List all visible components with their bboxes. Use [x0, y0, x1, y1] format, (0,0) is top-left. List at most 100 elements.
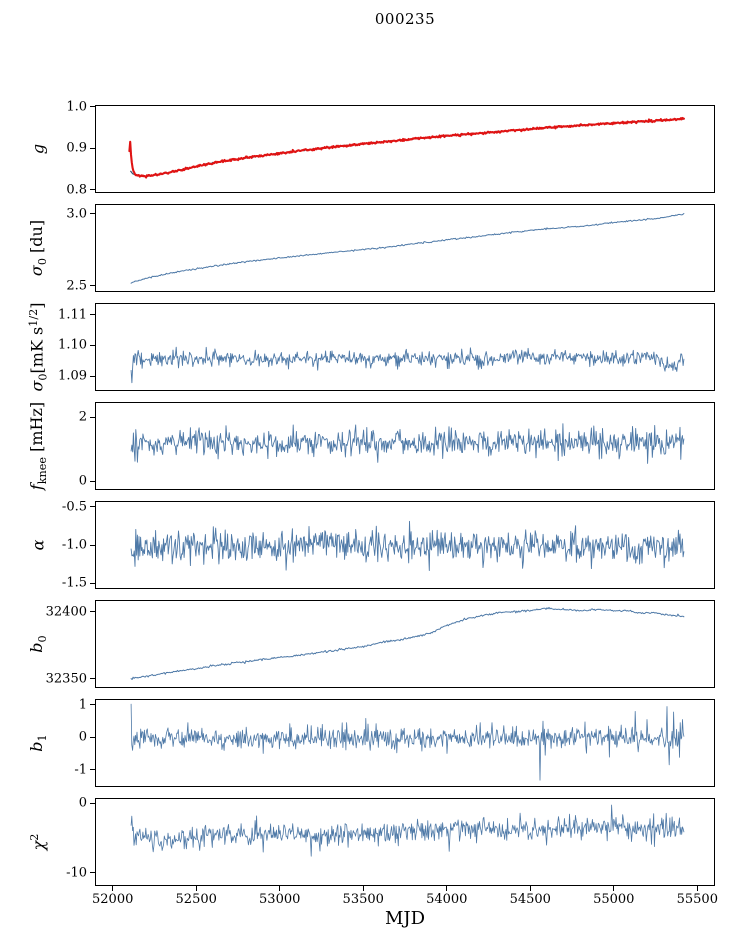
y-tick — [90, 704, 95, 706]
y-axis-label-segment: 0 — [35, 635, 49, 643]
y-tick-label: -10 — [66, 865, 87, 881]
series-sigma0-du-line — [130, 213, 685, 284]
x-tick-label: 54500 — [509, 892, 551, 907]
y-tick-label: 1.10 — [58, 337, 87, 353]
subplot-b1: b1 -1 0 1 — [27, 697, 715, 787]
plot-area-chi2 — [130, 804, 685, 857]
y-tick — [90, 314, 95, 316]
y-tick — [90, 213, 95, 215]
y-tick-label: 0 — [78, 473, 87, 489]
y-tick — [90, 416, 95, 418]
y-tick — [90, 285, 95, 287]
y-tick — [90, 872, 95, 874]
y-tick-label: 1.11 — [58, 307, 87, 323]
x-tick-label: 53500 — [342, 892, 384, 907]
x-axis-label: MJD — [384, 908, 426, 929]
x-tick-label: 54000 — [426, 892, 468, 907]
y-axis-label-segment: 1/2 — [26, 308, 40, 327]
x-tick — [446, 886, 448, 891]
y-axis-label-b0: b0 — [27, 635, 49, 652]
y-axis-label-segment: σ — [27, 380, 47, 392]
y-tick-label: 32350 — [45, 671, 87, 687]
y-axis-label-sigma0-du: σ0 [du] — [27, 220, 49, 276]
y-axis-label-segment: b — [27, 642, 47, 653]
subplot-fknee: fknee [mHz] 0 2 — [27, 402, 715, 490]
y-tick-label: 0 — [78, 795, 87, 811]
y-tick — [90, 678, 95, 680]
subplot-alpha: α -0.5 -1.0 -1.5 — [29, 499, 715, 591]
y-tick-label: -1.5 — [61, 575, 87, 591]
y-tick — [90, 106, 95, 108]
y-axis-label-segment: g — [28, 143, 48, 155]
series-alpha-line — [130, 520, 685, 571]
chart-title: 000235 — [374, 10, 436, 28]
y-axis-label-segment: α — [28, 539, 48, 551]
y-axis-label-segment: b — [27, 741, 47, 752]
y-tick — [90, 506, 95, 508]
y-axis-label-segment: σ — [27, 265, 47, 277]
y-axis-label-segment: knee — [35, 456, 49, 485]
subplot-b0: b0 32350 32400 — [27, 600, 715, 688]
y-axis-label-sigma0-mk: σ0[mK s1/2] — [27, 303, 50, 392]
series-fknee-line — [130, 423, 685, 464]
y-tick-label: 32400 — [45, 604, 87, 620]
series-g-data-points — [128, 116, 685, 179]
y-tick — [90, 344, 95, 346]
y-axis-label-b1: b1 — [27, 734, 49, 751]
y-axis-label-segment: f — [27, 484, 47, 491]
subplot-sigma0-du: σ0 [du] 2.5 3.0 — [27, 204, 715, 293]
y-axis-label-alpha: α — [29, 540, 48, 551]
x-tick — [696, 886, 698, 891]
y-axis-label-segment: ] — [27, 302, 47, 309]
series-b0-line — [130, 606, 685, 680]
y-tick — [90, 375, 95, 377]
y-axis-label-segment: [mHz] — [27, 401, 47, 457]
x-tick-label: 53000 — [259, 892, 301, 907]
subplot-sigma0-mk: σ0[mK s1/2] 1.09 1.10 1.11 — [27, 303, 715, 391]
y-tick-label: 3.0 — [66, 206, 87, 222]
subplot-g: g 0.8 0.9 1.0 — [29, 99, 715, 197]
y-tick — [90, 189, 95, 191]
panels-container: g 0.8 0.9 1.0 σ0 [du] 2.5 3.0 σ0[mK s1/2] 1.09 1.… — [27, 99, 718, 907]
y-tick-label: 2.5 — [66, 278, 87, 294]
y-axis-label-segment: 0 — [35, 258, 49, 266]
y-tick — [90, 802, 95, 804]
x-tick-label: 55500 — [676, 892, 718, 907]
x-tick — [529, 886, 531, 891]
x-tick-label: 52000 — [92, 892, 134, 907]
y-tick-label: 0.8 — [66, 182, 87, 198]
x-tick — [112, 886, 114, 891]
y-axis-label-segment: 2 — [28, 833, 42, 841]
y-tick-label: -0.5 — [61, 499, 87, 515]
y-axis-label-segment: [mK s — [27, 326, 47, 374]
y-tick — [90, 147, 95, 149]
series-b1-line — [130, 703, 685, 781]
y-tick — [90, 544, 95, 546]
y-tick-label: 1 — [78, 697, 87, 713]
plot-area-fknee — [130, 423, 685, 464]
y-axis-label-fknee: fknee [mHz] — [27, 402, 49, 490]
plot-area-alpha — [130, 520, 685, 571]
y-tick-label: 1.09 — [58, 368, 87, 384]
plot-area-b0 — [130, 606, 685, 680]
y-axis-label-segment: 0 — [36, 373, 50, 381]
x-tick — [613, 886, 615, 891]
subplot-chi2: χ2 -10 0 52000 52500 53000 53500 54000 54500 5500… — [28, 796, 718, 907]
y-tick-label: 0 — [78, 729, 87, 745]
y-tick-label: -1.0 — [61, 537, 87, 553]
x-tick — [362, 886, 364, 891]
x-tick — [195, 886, 197, 891]
y-axis-label-segment: 1 — [35, 734, 49, 742]
y-axis-label-g: g — [29, 144, 48, 154]
y-axis-label-segment: [du] — [27, 219, 47, 259]
y-axis-label-segment: χ — [28, 840, 48, 851]
y-tick-label: -1 — [74, 762, 87, 778]
y-tick — [90, 611, 95, 613]
series-g-fit-line — [130, 118, 685, 177]
plot-area-g — [128, 116, 685, 179]
y-tick — [90, 769, 95, 771]
y-tick — [90, 480, 95, 482]
y-axis-label-chi2: χ2 — [28, 834, 48, 851]
y-tick-label: 2 — [78, 409, 87, 425]
